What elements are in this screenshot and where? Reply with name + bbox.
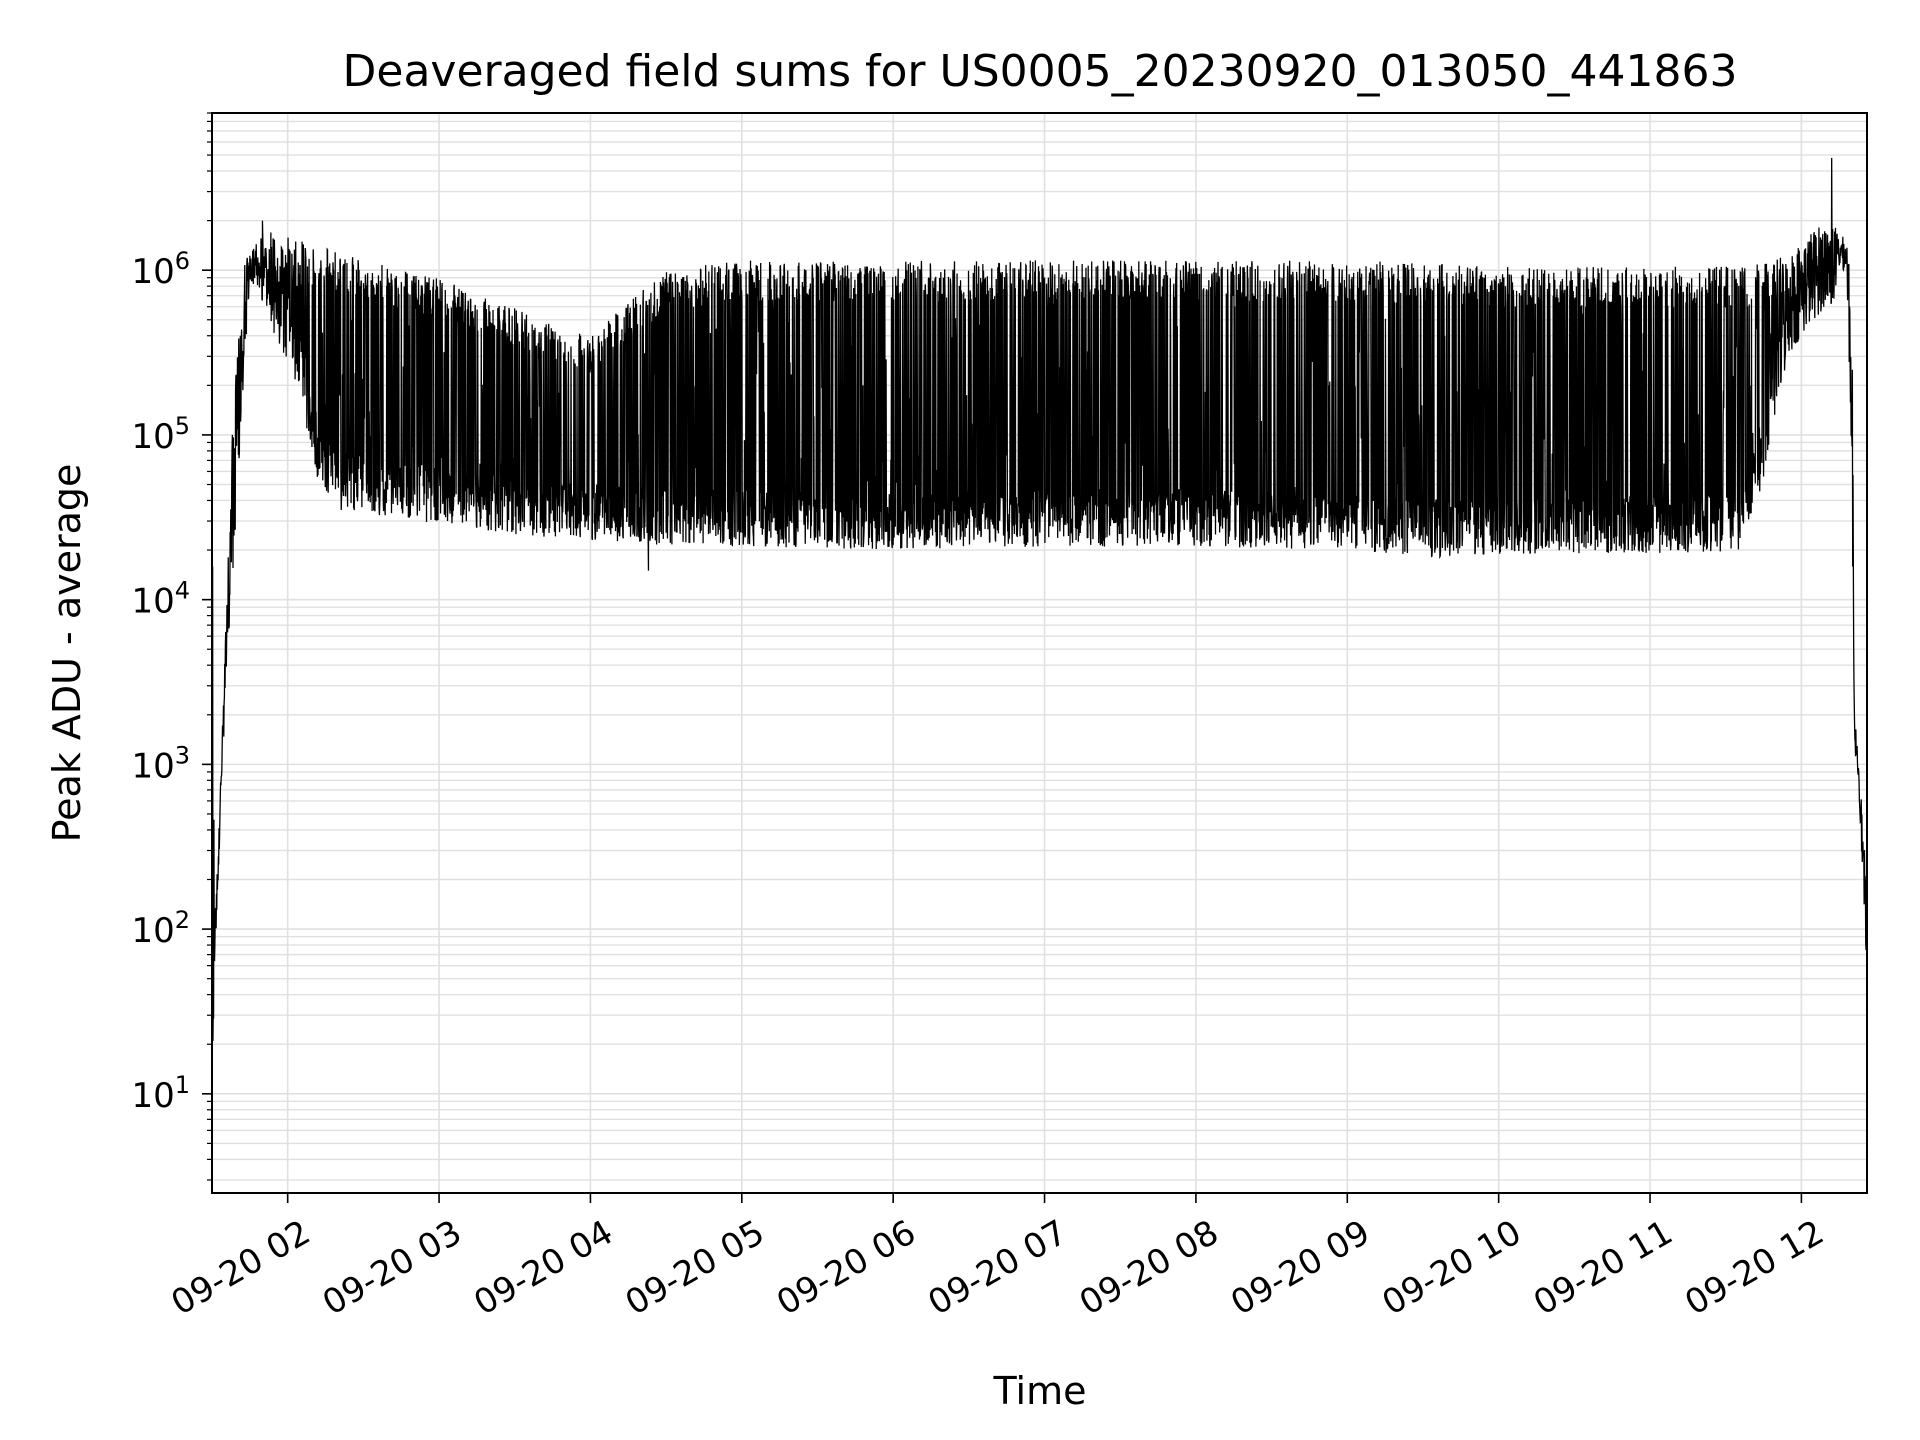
grid-lines [212,112,1867,1193]
y-axis-label: Peak ADU - average [45,464,89,843]
y-tick-label: 103 [131,741,190,786]
chart-title: Deaveraged field sums for US0005_2023092… [343,46,1738,97]
data-series [212,157,1867,1121]
y-tick-label: 106 [131,247,190,292]
plot-frame [211,112,1868,1194]
y-tick-label: 104 [131,577,190,622]
series-line [212,157,1867,1121]
y-tick-label: 105 [131,412,190,457]
y-tick-label: 102 [131,906,190,951]
x-axis-label: Time [993,1369,1087,1413]
y-tick-label: 101 [131,1071,190,1116]
